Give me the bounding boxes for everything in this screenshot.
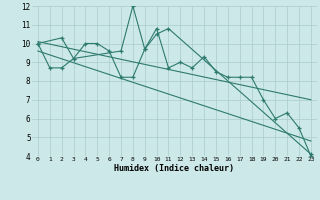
X-axis label: Humidex (Indice chaleur): Humidex (Indice chaleur) xyxy=(115,164,234,173)
